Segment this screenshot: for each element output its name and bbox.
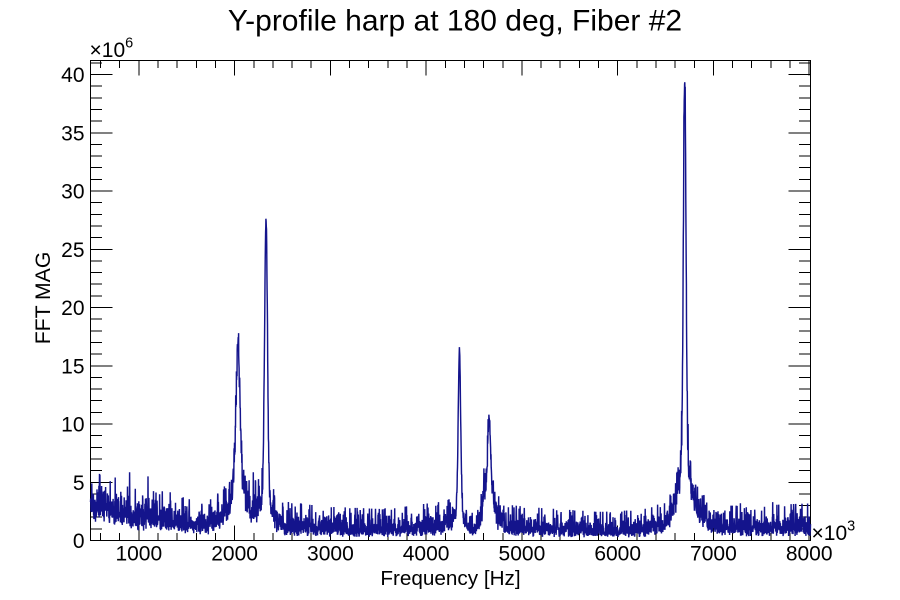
svg-text:5000: 5000 — [499, 543, 546, 566]
svg-text:3000: 3000 — [307, 543, 354, 566]
svg-text:1000: 1000 — [115, 543, 162, 566]
svg-text:8000: 8000 — [786, 543, 833, 566]
svg-text:15: 15 — [61, 355, 84, 378]
svg-text:4000: 4000 — [403, 543, 450, 566]
svg-text:5: 5 — [73, 472, 85, 495]
svg-text:6000: 6000 — [594, 543, 641, 566]
svg-text:30: 30 — [61, 181, 84, 204]
svg-text:Y-profile harp at 180 deg, Fib: Y-profile harp at 180 deg, Fiber #2 — [228, 5, 682, 38]
svg-text:7000: 7000 — [690, 543, 737, 566]
svg-text:2000: 2000 — [211, 543, 258, 566]
svg-text:20: 20 — [61, 297, 84, 320]
svg-text:25: 25 — [61, 239, 84, 262]
svg-text:40: 40 — [61, 64, 84, 87]
svg-text:FFT MAG: FFT MAG — [32, 252, 55, 345]
svg-text:10: 10 — [61, 414, 84, 437]
svg-text:0: 0 — [73, 530, 85, 553]
svg-text:35: 35 — [61, 122, 84, 145]
svg-text:Frequency [Hz]: Frequency [Hz] — [380, 567, 520, 590]
